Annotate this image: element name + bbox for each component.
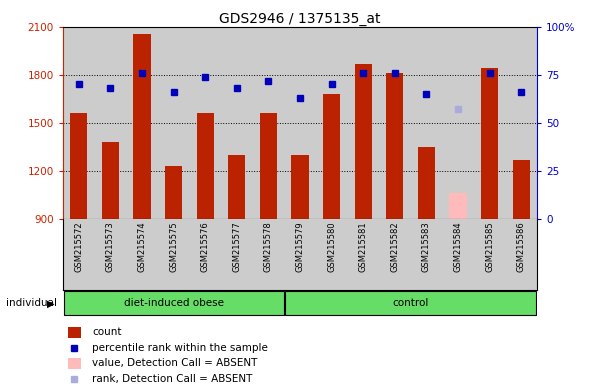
Text: GSM215582: GSM215582 — [391, 221, 400, 271]
Bar — [197, 113, 214, 219]
FancyBboxPatch shape — [64, 291, 284, 316]
Text: percentile rank within the sample: percentile rank within the sample — [92, 343, 268, 353]
Bar — [481, 68, 498, 219]
Bar — [67, 358, 81, 369]
Text: GSM215574: GSM215574 — [137, 221, 146, 271]
Text: GSM215583: GSM215583 — [422, 221, 431, 272]
Bar — [165, 166, 182, 219]
Bar — [102, 142, 119, 219]
Text: GSM215577: GSM215577 — [232, 221, 241, 272]
Text: GSM215578: GSM215578 — [264, 221, 273, 272]
Text: GSM215579: GSM215579 — [296, 221, 305, 271]
Text: individual: individual — [6, 298, 57, 308]
Text: ▶: ▶ — [47, 298, 55, 308]
Text: count: count — [92, 327, 122, 337]
Text: control: control — [392, 298, 429, 308]
Text: value, Detection Call = ABSENT: value, Detection Call = ABSENT — [92, 358, 257, 368]
Text: GSM215575: GSM215575 — [169, 221, 178, 271]
Bar — [386, 73, 403, 219]
Title: GDS2946 / 1375135_at: GDS2946 / 1375135_at — [219, 12, 381, 26]
Bar — [292, 155, 308, 219]
Text: GSM215584: GSM215584 — [454, 221, 463, 271]
Bar — [67, 327, 81, 338]
Bar — [133, 34, 151, 219]
Text: GSM215572: GSM215572 — [74, 221, 83, 271]
Text: GSM215573: GSM215573 — [106, 221, 115, 272]
Text: GSM215580: GSM215580 — [327, 221, 336, 271]
Bar — [260, 113, 277, 219]
Bar — [323, 94, 340, 219]
Bar — [355, 64, 372, 219]
Bar — [228, 155, 245, 219]
Text: GSM215586: GSM215586 — [517, 221, 526, 272]
Text: GSM215581: GSM215581 — [359, 221, 368, 271]
Bar — [512, 160, 530, 219]
Bar — [449, 193, 467, 219]
Text: GSM215585: GSM215585 — [485, 221, 494, 271]
Bar — [70, 113, 88, 219]
FancyBboxPatch shape — [285, 291, 536, 316]
Text: rank, Detection Call = ABSENT: rank, Detection Call = ABSENT — [92, 374, 253, 384]
Text: GSM215576: GSM215576 — [200, 221, 210, 272]
Text: diet-induced obese: diet-induced obese — [124, 298, 224, 308]
Bar — [418, 147, 435, 219]
